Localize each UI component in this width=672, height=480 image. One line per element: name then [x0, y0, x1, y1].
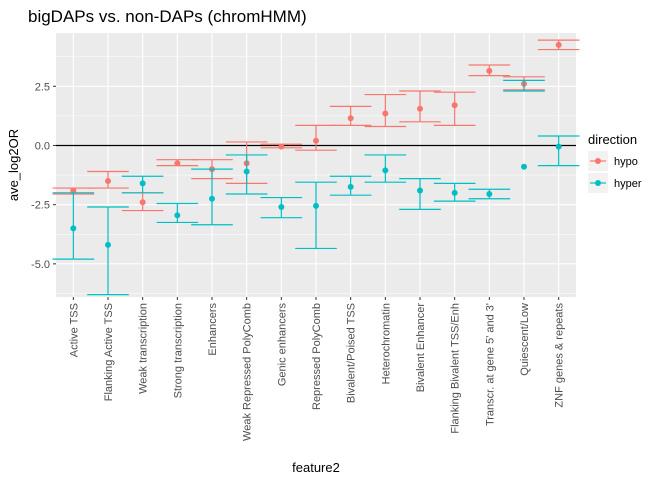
- legend: direction hypo hyper: [588, 132, 642, 193]
- x-axis-title: feature2: [292, 460, 340, 475]
- legend-key-point: [595, 180, 601, 186]
- data-point-hyper: [521, 163, 527, 170]
- data-point-hyper: [209, 195, 215, 202]
- data-point-hypo: [486, 67, 493, 74]
- y-tick-label: 0.0: [35, 140, 50, 152]
- data-point-hyper: [382, 167, 389, 174]
- x-tick-label: Weak transcription: [138, 303, 150, 394]
- series-hyper: [52, 79, 580, 296]
- legend-key-point: [595, 158, 601, 164]
- x-tick-label: Enhancers: [207, 303, 219, 356]
- x-tick-label: Weak Repressed PolyComb: [242, 303, 254, 441]
- data-point-hypo: [382, 110, 389, 117]
- x-tick-label: Bivalent/Poised TSS: [346, 303, 358, 403]
- y-axis-title: ave_log2OR: [6, 129, 21, 201]
- x-tick-label: Heterochromatin: [380, 303, 392, 384]
- x-tick-label: Flanking Bivalent TSS/Enh: [450, 303, 462, 434]
- x-tick-label: ZNF genes & repeats: [554, 303, 566, 408]
- legend-title: direction: [588, 132, 637, 147]
- series-layer: [52, 39, 580, 296]
- data-point-hypo: [278, 143, 285, 150]
- data-point-hyper: [174, 212, 181, 219]
- data-point-hyper: [417, 187, 423, 194]
- y-axis: -5.0 -2.5 0.0 2.5: [31, 81, 56, 271]
- data-point-hypo: [105, 177, 111, 184]
- data-point-hypo: [417, 105, 423, 112]
- x-tick-label: Quiescent/Low: [519, 303, 531, 376]
- data-point-hyper: [278, 204, 285, 211]
- data-point-hyper: [70, 225, 77, 232]
- data-point-hypo: [347, 115, 354, 122]
- data-point-hypo: [451, 102, 458, 109]
- data-point-hyper: [243, 168, 250, 175]
- y-tick-label: -5.0: [31, 259, 50, 271]
- data-point-hyper: [139, 180, 146, 187]
- chart-title: bigDAPs vs. non-DAPs (chromHMM): [28, 7, 307, 26]
- y-tick-label: 2.5: [35, 81, 50, 93]
- data-point-hyper: [347, 183, 354, 190]
- x-axis: Active TSS Flanking Active TSS Weak transc…: [68, 297, 566, 441]
- data-point-hyper: [486, 191, 493, 198]
- x-tick-label: Transcr. at gene 5' and 3': [484, 303, 496, 426]
- legend-label-hypo: hypo: [614, 156, 638, 168]
- data-point-hyper: [313, 202, 319, 209]
- x-tick-label: Strong transcription: [172, 303, 184, 398]
- data-point-hypo: [313, 137, 319, 144]
- x-tick-label: Bivalent Enhancer: [415, 303, 427, 393]
- legend-label-hyper: hyper: [614, 178, 642, 190]
- x-tick-label: Flanking Active TSS: [103, 303, 115, 401]
- y-tick-label: -2.5: [31, 200, 50, 212]
- data-point-hyper: [105, 241, 111, 248]
- data-point-hypo: [139, 199, 146, 206]
- data-point-hypo: [70, 187, 77, 194]
- data-point-hypo: [174, 160, 181, 167]
- x-tick-label: Genic enhancers: [276, 303, 288, 387]
- x-tick-label: Active TSS: [68, 303, 80, 357]
- data-point-hyper: [451, 189, 458, 196]
- series-hypo: [52, 39, 580, 212]
- data-point-hypo: [555, 41, 562, 48]
- x-tick-label: Repressed PolyComb: [311, 303, 323, 410]
- data-point-hyper: [555, 143, 562, 150]
